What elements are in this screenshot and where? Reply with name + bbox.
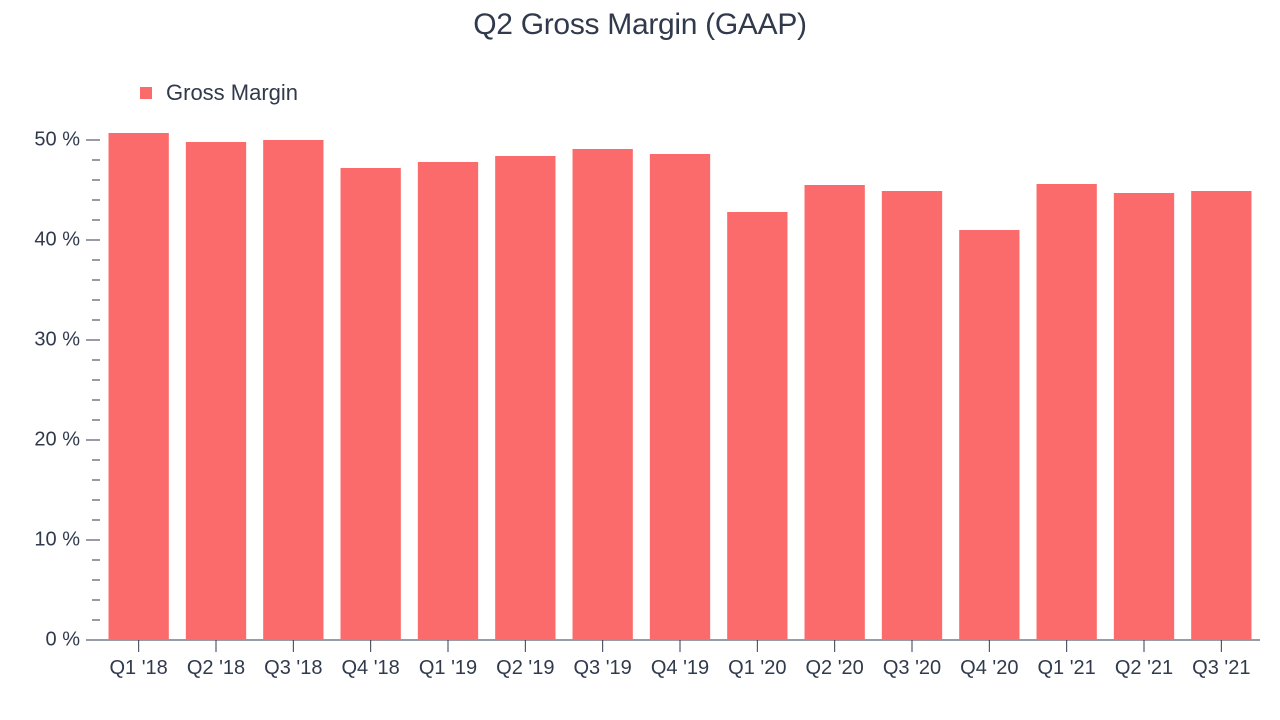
y-axis-label: 10 % [34,528,80,550]
bar [263,140,323,640]
x-axis-label: Q2 '20 [806,657,864,679]
x-axis-label: Q1 '19 [419,657,477,679]
x-axis-label: Q3 '20 [883,657,941,679]
x-axis-label: Q4 '18 [342,657,400,679]
x-axis-label: Q2 '19 [496,657,554,679]
bar [341,168,401,640]
bar [418,162,478,640]
x-axis-label: Q1 '21 [1038,657,1096,679]
bar [495,156,555,640]
x-axis-label: Q1 '18 [110,657,168,679]
bar [573,149,633,640]
bar [727,212,787,640]
bar [1037,184,1097,640]
y-axis-label: 30 % [34,328,80,350]
y-axis-label: 50 % [34,128,80,150]
x-axis-label: Q2 '21 [1115,657,1173,679]
bar [1191,191,1251,640]
x-axis-label: Q3 '21 [1192,657,1250,679]
x-axis-label: Q1 '20 [728,657,786,679]
bar [1114,193,1174,640]
x-axis-label: Q3 '18 [264,657,322,679]
y-axis-label: 40 % [34,228,80,250]
x-axis-label: Q4 '20 [960,657,1018,679]
bar [109,133,169,640]
chart-container: Q2 Gross Margin (GAAP) Gross Margin 0 %1… [0,0,1280,720]
bar [805,185,865,640]
bar-chart: 0 % 10 % 20 % 30 % 40 % 50 % Q1 '18 Q2 '18 Q3 '1… [0,0,1280,720]
y-axis-label: 0 % [46,628,81,650]
bar [882,191,942,640]
bar [650,154,710,640]
bar [959,230,1019,640]
x-axis-label: Q2 '18 [187,657,245,679]
x-axis-label: Q3 '19 [574,657,632,679]
x-axis-label: Q4 '19 [651,657,709,679]
y-axis-label: 20 % [34,428,80,450]
bar [186,142,246,640]
